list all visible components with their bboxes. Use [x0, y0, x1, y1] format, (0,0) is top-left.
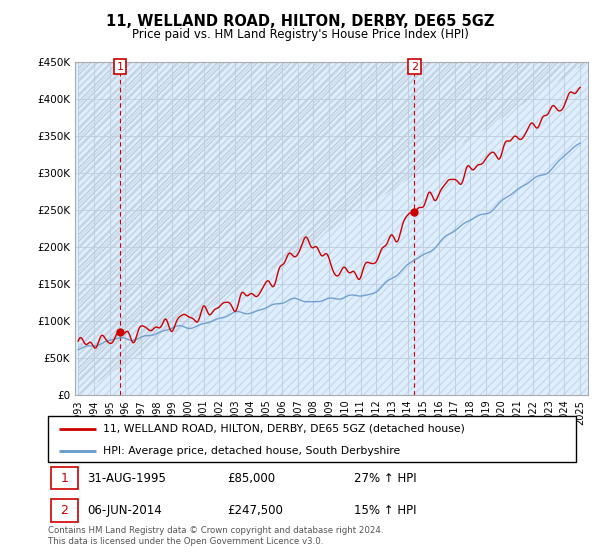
Text: 11, WELLAND ROAD, HILTON, DERBY, DE65 5GZ: 11, WELLAND ROAD, HILTON, DERBY, DE65 5G…: [106, 14, 494, 29]
Text: 31-AUG-1995: 31-AUG-1995: [88, 472, 166, 485]
Text: 06-JUN-2014: 06-JUN-2014: [88, 504, 163, 517]
Text: 2: 2: [411, 62, 418, 72]
Text: HPI: Average price, detached house, South Derbyshire: HPI: Average price, detached house, Sout…: [103, 446, 401, 455]
Text: 1: 1: [61, 472, 68, 485]
Text: 11, WELLAND ROAD, HILTON, DERBY, DE65 5GZ (detached house): 11, WELLAND ROAD, HILTON, DERBY, DE65 5G…: [103, 424, 466, 434]
Text: £247,500: £247,500: [227, 504, 283, 517]
Text: £85,000: £85,000: [227, 472, 275, 485]
FancyBboxPatch shape: [48, 416, 576, 462]
FancyBboxPatch shape: [50, 500, 78, 522]
FancyBboxPatch shape: [50, 467, 78, 489]
Text: Price paid vs. HM Land Registry's House Price Index (HPI): Price paid vs. HM Land Registry's House …: [131, 28, 469, 41]
Text: 2: 2: [61, 504, 68, 517]
Text: 27% ↑ HPI: 27% ↑ HPI: [354, 472, 417, 485]
Text: 1: 1: [116, 62, 124, 72]
Text: 15% ↑ HPI: 15% ↑ HPI: [354, 504, 417, 517]
Text: Contains HM Land Registry data © Crown copyright and database right 2024.
This d: Contains HM Land Registry data © Crown c…: [48, 526, 383, 546]
